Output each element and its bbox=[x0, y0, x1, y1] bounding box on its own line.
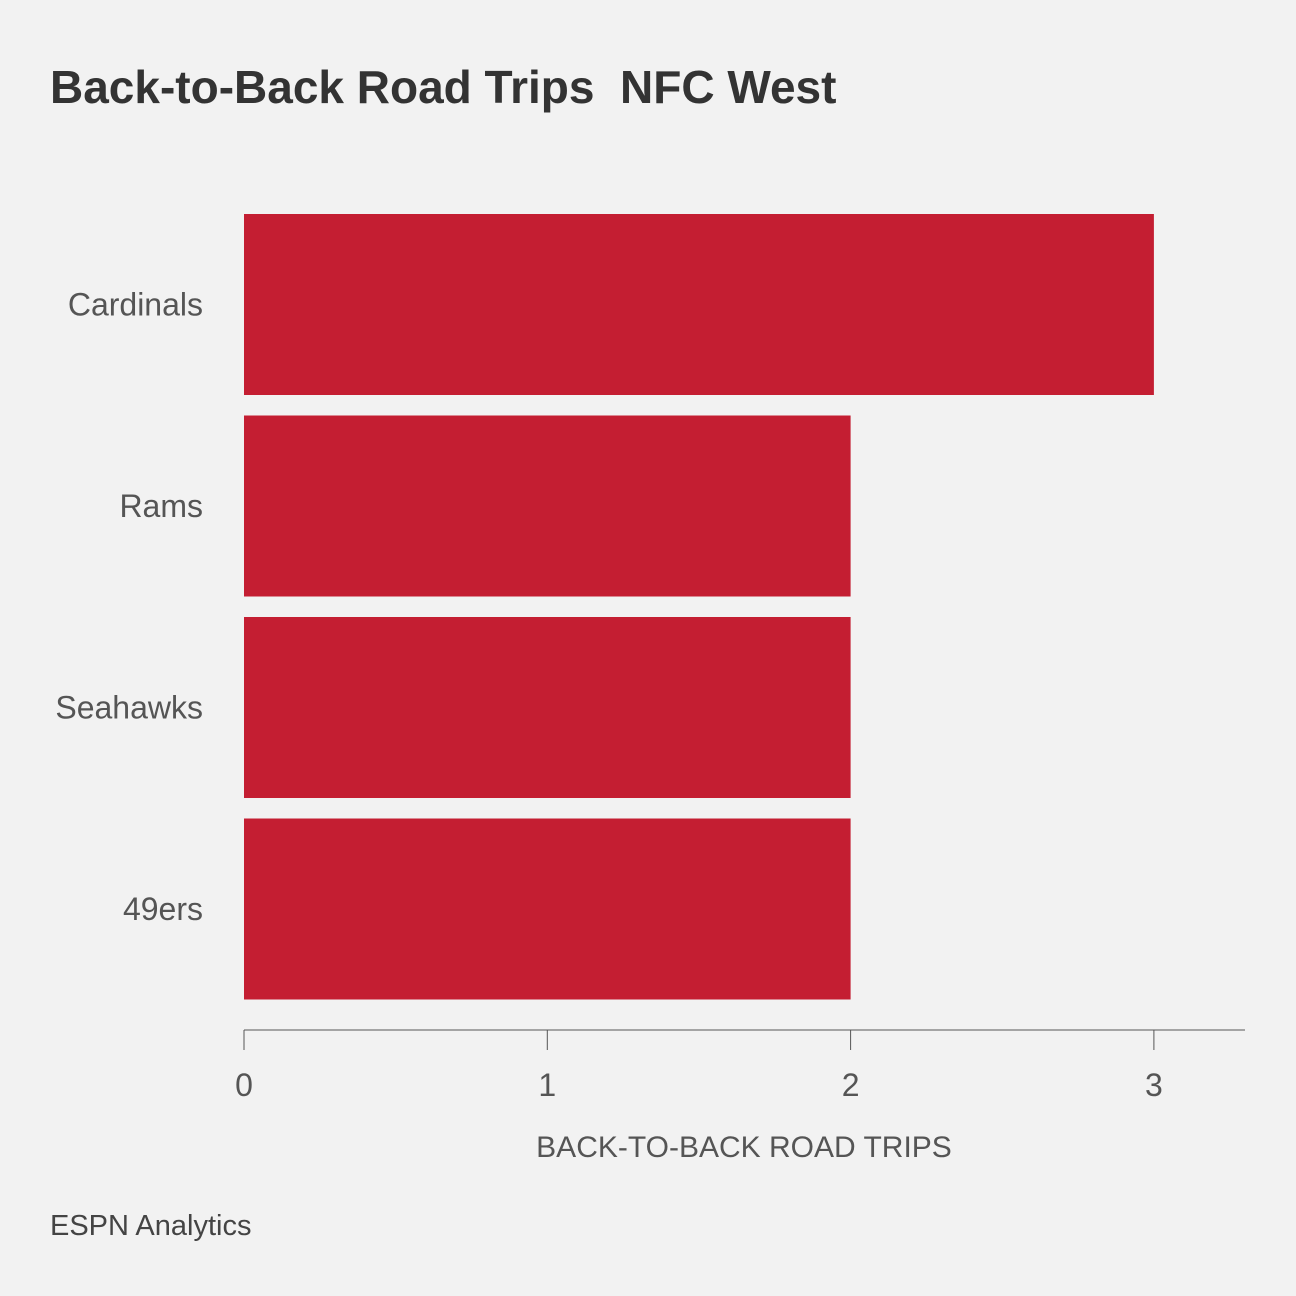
x-tick-label-1: 1 bbox=[538, 1067, 556, 1103]
bar-seahawks bbox=[244, 617, 851, 798]
category-label-cardinals: Cardinals bbox=[68, 287, 203, 323]
category-label-rams: Rams bbox=[119, 488, 203, 524]
bar-49ers bbox=[244, 818, 851, 1000]
chart-title: Back-to-Back Road Trips NFC West bbox=[50, 61, 837, 113]
x-tick-label-3: 3 bbox=[1145, 1067, 1163, 1103]
bar-rams bbox=[244, 415, 851, 597]
x-tick-label-2: 2 bbox=[842, 1067, 860, 1103]
bar-cardinals bbox=[244, 214, 1154, 395]
category-label-seahawks: Seahawks bbox=[55, 690, 203, 726]
source-credit: ESPN Analytics bbox=[50, 1210, 252, 1242]
x-axis-title: BACK-TO-BACK ROAD TRIPS bbox=[536, 1131, 952, 1164]
category-label-49ers: 49ers bbox=[123, 891, 203, 927]
bars-group bbox=[244, 214, 1154, 1000]
x-tick-label-0: 0 bbox=[235, 1067, 253, 1103]
category-labels: Cardinals Rams Seahawks 49ers bbox=[55, 287, 203, 928]
x-axis: 0 1 2 3 bbox=[235, 1029, 1245, 1103]
